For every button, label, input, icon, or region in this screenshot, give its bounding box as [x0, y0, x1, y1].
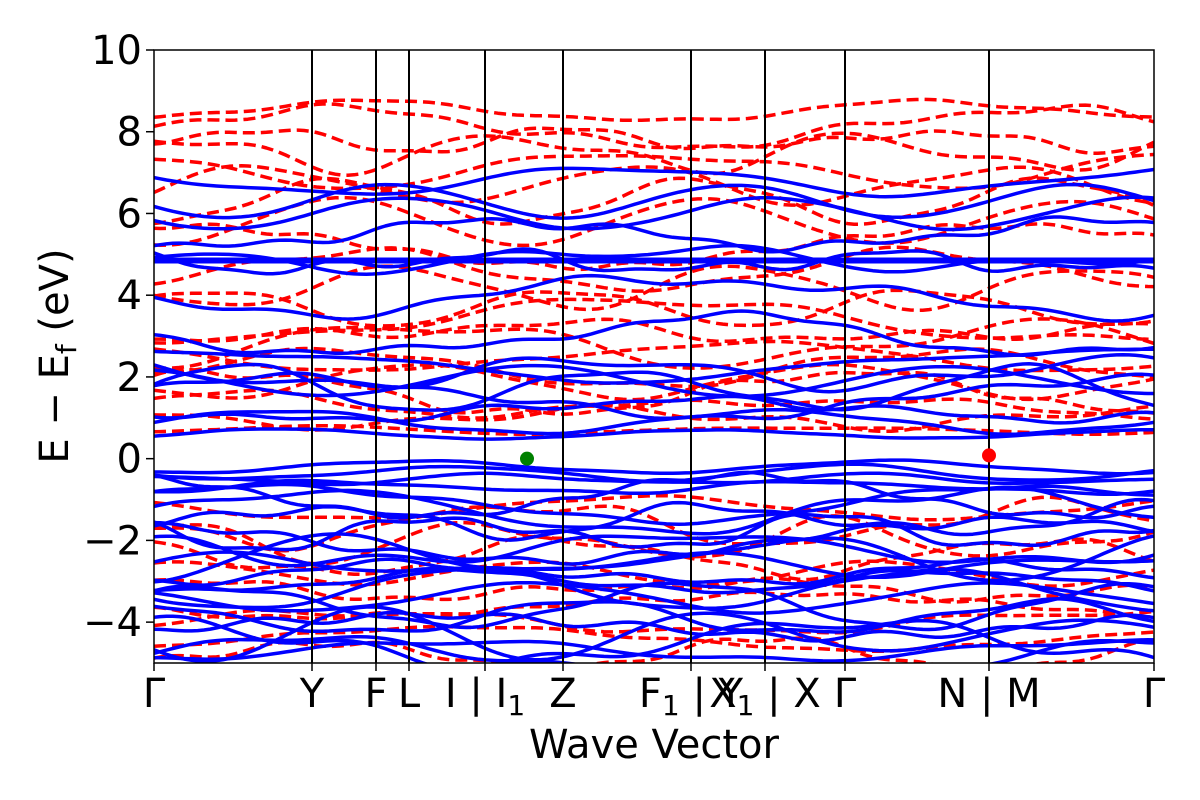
- spin-up-bands: [154, 166, 1154, 663]
- spin-down-band-31: [154, 97, 1154, 123]
- y-tick-label: 0: [117, 437, 142, 483]
- x-tick-label: N | M: [937, 671, 1040, 717]
- x-tick-label: Y: [299, 671, 325, 717]
- band-edge-markers: [520, 448, 996, 466]
- spin-up-band-0: [154, 635, 1154, 663]
- spin-up-band-20: [154, 478, 1154, 497]
- spin-up-band-2: [154, 614, 1154, 663]
- spin-up-band-33: [154, 273, 1154, 323]
- spin-up-band-4: [154, 610, 1154, 643]
- spin-up-band-27: [154, 371, 1154, 421]
- vbm-marker: [520, 451, 534, 466]
- y-tick-label: 2: [117, 355, 142, 401]
- y-axis-label: E − Ef (eV): [32, 248, 83, 463]
- spin-down-band-21: [154, 264, 1154, 313]
- spin-down-band-7: [154, 514, 1154, 566]
- spin-up-band-14: [154, 515, 1154, 566]
- y-tick-label: 8: [117, 110, 142, 156]
- spin-up-band-29: [154, 363, 1154, 399]
- x-tick-label: Γ: [834, 671, 857, 717]
- spin-up-band-26: [154, 394, 1154, 425]
- spin-up-band-9: [154, 566, 1154, 595]
- spin-down-band-24: [154, 195, 1154, 248]
- x-tick-label: L: [398, 671, 421, 717]
- y-axis-label-sub: f: [50, 343, 83, 354]
- spin-up-band-5: [154, 597, 1154, 634]
- spin-down-band-12: [154, 388, 1154, 421]
- spin-down-band-10: [154, 423, 1154, 437]
- spin-up-band-36: [154, 215, 1154, 254]
- spin-up-band-1: [154, 638, 1154, 663]
- spin-up-band-31: [154, 347, 1154, 385]
- spin-up-band-39: [154, 166, 1154, 199]
- x-tick-label: Z: [549, 671, 576, 717]
- spin-up-band-22: [154, 462, 1154, 484]
- spin-up-band-12: [154, 532, 1154, 584]
- spin-down-band-23: [154, 222, 1154, 272]
- spin-down-band-30: [154, 102, 1154, 150]
- spin-up-band-38: [154, 182, 1154, 220]
- spin-up-band-3: [154, 605, 1154, 663]
- spin-up-band-24: [154, 427, 1154, 441]
- x-tick-label: Γ: [143, 671, 166, 717]
- high-symmetry-lines: [311, 50, 990, 663]
- spin-down-band-20: [154, 288, 1154, 328]
- y-tick-label: −4: [83, 600, 142, 646]
- y-tick-label: 4: [117, 273, 142, 319]
- spin-down-band-5: [154, 559, 1154, 588]
- y-axis-label-main: E − E: [32, 354, 78, 464]
- y-tick-label: 10: [91, 28, 142, 74]
- spin-down-band-14: [154, 362, 1154, 402]
- spin-up-band-37: [154, 195, 1154, 232]
- x-axis-label: Wave Vector: [529, 722, 780, 768]
- spin-down-band-26: [154, 164, 1154, 207]
- spin-up-band-23: [154, 458, 1154, 476]
- spin-up-band-7: [154, 580, 1154, 615]
- y-axis-ticks: −4 −2 0 2 4 6 8 10: [83, 28, 154, 646]
- x-tick-label: X1 | X: [709, 671, 821, 722]
- spin-up-band-6: [154, 581, 1154, 632]
- y-tick-label: 6: [117, 191, 142, 237]
- x-tick-label: F1 | Y: [639, 671, 744, 722]
- x-tick-label: I | I1: [445, 671, 525, 722]
- spin-down-band-29: [154, 126, 1154, 156]
- spin-up-band-11: [154, 550, 1154, 580]
- spin-up-band-25: [154, 407, 1154, 436]
- x-tick-label: F: [364, 671, 387, 717]
- cbm-marker: [982, 448, 996, 463]
- plot-frame: [153, 49, 1155, 664]
- spin-down-band-18: [154, 317, 1154, 344]
- spin-up-band-30: [154, 353, 1154, 394]
- x-tick-label: Γ: [1143, 671, 1166, 717]
- y-axis-label-unit: (eV): [32, 248, 78, 344]
- spin-up-band-32: [154, 309, 1154, 357]
- y-tick-label: −2: [83, 518, 142, 564]
- spin-up-band-15: [154, 512, 1154, 552]
- spin-down-band-28: [154, 131, 1154, 177]
- spin-up-band-13: [154, 534, 1154, 568]
- spin-down-band-19: [154, 297, 1154, 345]
